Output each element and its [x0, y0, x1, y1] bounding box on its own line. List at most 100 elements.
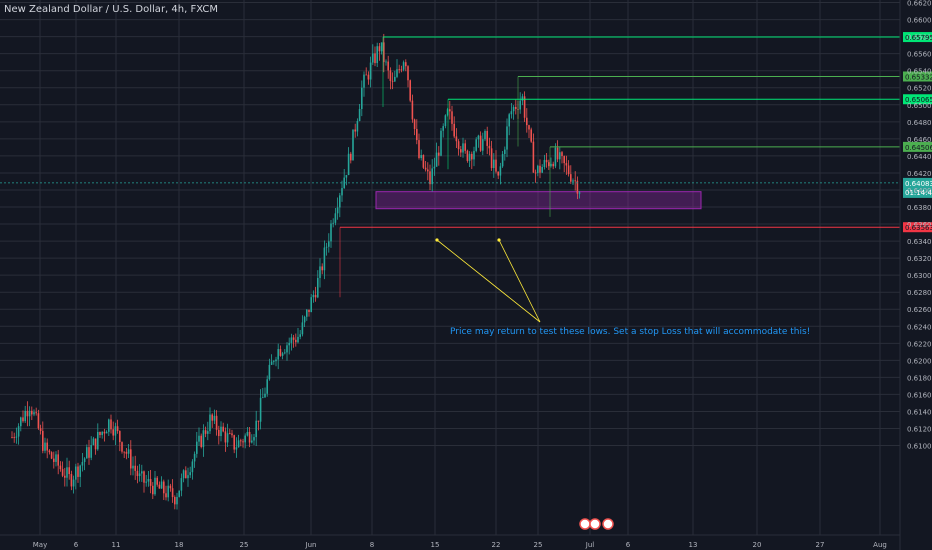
candle-body	[163, 481, 165, 494]
candle-body	[537, 165, 539, 173]
level-price-label: 0.63563	[905, 224, 932, 232]
candle-body	[552, 163, 554, 167]
candle-body	[352, 129, 354, 161]
candle-body	[314, 294, 317, 298]
candle-body	[482, 139, 484, 151]
candle-body	[70, 474, 73, 487]
candle-body	[178, 490, 180, 497]
candle-body	[504, 149, 506, 155]
chart-title: New Zealand Dollar / U.S. Dollar, 4h, FX…	[4, 4, 218, 15]
candle-body	[61, 469, 64, 476]
candle-body	[570, 174, 572, 182]
candle-body	[556, 147, 559, 160]
candle-body	[369, 62, 372, 80]
annotation-text: Price may return to test these lows. Set…	[450, 327, 811, 337]
candle-body	[123, 451, 125, 453]
candle-body	[394, 76, 396, 82]
event-icon	[579, 518, 591, 530]
candle-body	[176, 496, 178, 505]
candle-body	[88, 447, 90, 458]
candle-body	[242, 441, 244, 443]
candle-body	[59, 465, 62, 470]
time-tick-label: 8	[370, 541, 374, 549]
candle-body	[407, 66, 409, 81]
candle-body	[189, 472, 191, 476]
candle-body	[11, 437, 13, 438]
candle-body	[330, 223, 332, 242]
candle-body	[354, 129, 356, 132]
candle-body	[244, 435, 246, 443]
candle-body	[438, 152, 440, 156]
candle-body	[152, 485, 154, 495]
candle-body	[460, 149, 462, 153]
candle-body	[466, 150, 469, 161]
candle-body	[554, 147, 557, 167]
candle-body	[292, 337, 295, 340]
candle-body	[464, 143, 466, 151]
candle-body	[559, 152, 561, 160]
time-tick-label: May	[33, 541, 47, 549]
candle-body	[418, 140, 420, 159]
candle-body	[37, 413, 40, 429]
candle-body	[303, 316, 306, 323]
candle-body	[119, 431, 121, 443]
candle-body	[255, 420, 257, 438]
time-tick-label: 25	[240, 541, 249, 549]
candle-body	[264, 393, 266, 398]
candle-body	[400, 69, 403, 71]
candle-body	[297, 336, 299, 343]
level-price-tag	[903, 71, 932, 82]
candle-body	[356, 121, 359, 132]
candle-body	[262, 397, 264, 399]
candle-body	[420, 155, 422, 159]
candle-body	[347, 153, 350, 176]
level-price-tag	[903, 141, 932, 152]
candle-body	[565, 163, 568, 166]
candle-body	[339, 195, 341, 208]
candle-body	[286, 345, 288, 353]
candle-body	[222, 426, 224, 432]
candle-body	[550, 163, 552, 167]
candle-body	[97, 431, 99, 450]
arrow-head	[497, 238, 501, 242]
candle-body	[299, 334, 301, 337]
candle-body	[64, 475, 66, 478]
event-icon	[589, 518, 601, 530]
candle-body	[50, 452, 53, 459]
candles	[11, 33, 581, 510]
candle-body	[48, 450, 51, 453]
candle-body	[539, 165, 541, 173]
candle-body	[75, 466, 77, 480]
candle-body	[191, 461, 194, 473]
candle-body	[495, 159, 497, 172]
candle-body	[477, 135, 480, 140]
candle-body	[92, 438, 95, 446]
candle-body	[108, 419, 110, 432]
candle-body	[512, 106, 515, 112]
event-markers[interactable]	[579, 518, 614, 530]
candle-body	[15, 436, 18, 438]
candle-body	[207, 431, 209, 434]
candle-body	[374, 53, 376, 64]
candle-body	[387, 61, 389, 71]
candle-body	[77, 466, 79, 477]
level-price-label: 0.65795	[905, 34, 932, 42]
candle-body	[532, 141, 535, 173]
candle-body	[341, 188, 343, 196]
candle-body	[110, 419, 112, 430]
candle-body	[86, 447, 88, 459]
candle-body	[493, 159, 495, 169]
time-axis[interactable]: May 6 11 18 25 Jun 8 15 22 25 Jul 6 13 20 27 Aug	[0, 534, 900, 549]
